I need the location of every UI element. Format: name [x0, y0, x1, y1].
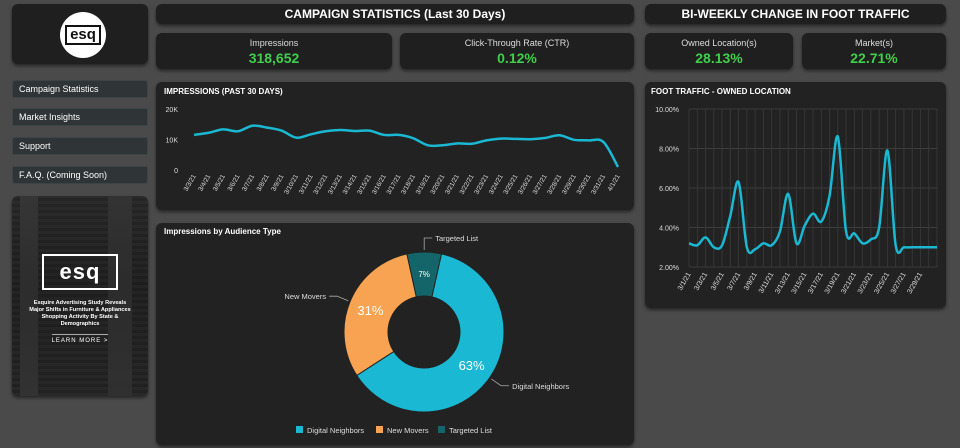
chart-title: IMPRESSIONS (PAST 30 DAYS) [164, 87, 283, 96]
x-tick-label: 3/8/21 [256, 173, 271, 192]
x-tick-label: 3/11/21 [758, 271, 776, 294]
x-tick-label: 3/27/21 [890, 271, 908, 295]
audience-donut-chart: 63% Digital Neighbors 31% New Movers 7% Targe… [284, 234, 569, 435]
promo-headline: Esquire Advertising Study Reveals Major … [29, 300, 131, 327]
promo-logo: esq [42, 254, 118, 290]
ctr-kpi: Click-Through Rate (CTR) 0.12% [400, 33, 634, 69]
kpi-label: Owned Location(s) [681, 38, 757, 48]
foot-traffic-series-line [688, 135, 937, 255]
kpi-label: Click-Through Rate (CTR) [464, 38, 570, 48]
x-tick-label: 3/31/21 [590, 173, 607, 196]
x-tick-label: 3/5/21 [212, 173, 227, 192]
esq-logo[interactable]: esq [60, 12, 106, 58]
x-tick-label: 3/5/21 [710, 271, 726, 291]
kpi-value: 22.71% [850, 50, 898, 66]
x-tick-label: 3/13/21 [774, 271, 792, 295]
campaign-statistics-header: CAMPAIGN STATISTICS (Last 30 Days) [156, 4, 634, 24]
x-tick-label: 3/21/21 [840, 271, 858, 295]
kpi-value: 28.13% [695, 50, 743, 66]
impressions-chart-panel: IMPRESSIONS (PAST 30 DAYS) 0 10K 20K 3/3/21… [156, 82, 634, 210]
x-tick-label: 3/9/21 [743, 271, 759, 291]
y-tick-label: 8.00% [659, 147, 679, 154]
foot-traffic-header: BI-WEEKLY CHANGE IN FOOT TRAFFIC [645, 4, 946, 24]
x-tick-label: 3/3/21 [693, 271, 709, 291]
x-tick-label: 4/1/21 [607, 173, 622, 192]
promo-divider [52, 334, 108, 335]
legend-swatch [296, 426, 303, 433]
logo-panel: esq [12, 4, 148, 64]
y-tick-label: 4.00% [659, 226, 679, 233]
nav-label: Market Insights [19, 112, 81, 122]
nav-campaign-statistics[interactable]: Campaign Statistics [12, 80, 148, 98]
x-tick-label: 3/23/21 [857, 271, 875, 295]
city-skyline-image [12, 196, 148, 396]
leader-line [491, 378, 510, 387]
x-tick-label: 3/3/21 [183, 173, 198, 192]
slice-category-label: Targeted List [435, 234, 479, 243]
kpi-value: 0.12% [497, 50, 537, 66]
y-tick-label: 6.00% [659, 186, 679, 193]
x-tick-label: 3/29/21 [906, 271, 924, 295]
leader-line [329, 295, 349, 302]
foot-traffic-line-chart: 2.00%4.00%6.00%8.00%10.00%3/1/21 3/3/21 3/… [655, 107, 938, 295]
kpi-label: Impressions [249, 38, 299, 48]
nav-market-insights[interactable]: Market Insights [12, 108, 148, 126]
x-tick-label: 3/6/21 [226, 173, 241, 192]
promo-logo-text: esq [59, 259, 101, 284]
nav-label: F.A.Q. (Coming Soon) [19, 170, 108, 180]
kpi-value: 318,652 [248, 50, 300, 66]
owned-location-kpi: Owned Location(s) 28.13% [645, 33, 793, 69]
legend-swatch [376, 426, 383, 433]
legend-label: Digital Neighbors [307, 426, 364, 435]
y-tick-label: 10K [166, 138, 179, 145]
audience-chart-panel: Impressions by Audience Type 63% Digital … [156, 223, 634, 445]
slice-value-label: 31% [357, 303, 383, 318]
donut-slice [343, 253, 417, 377]
impressions-line-chart: 0 10K 20K 3/3/21 3/4/21 3/5/21 3/6/21 3/7/21 3/8… [166, 107, 622, 196]
logo-text: esq [65, 25, 101, 45]
nav-label: Support [19, 141, 51, 151]
legend-label: New Movers [387, 426, 429, 435]
x-tick-label: 3/4/21 [197, 173, 212, 192]
learn-more-link[interactable]: LEARN MORE > [51, 338, 109, 344]
markets-kpi: Market(s) 22.71% [802, 33, 946, 69]
chart-title: Impressions by Audience Type [164, 227, 281, 236]
impressions-series-line [193, 124, 620, 168]
slice-category-label: New Movers [284, 292, 326, 301]
nav-support[interactable]: Support [12, 137, 148, 155]
donut-slice [356, 253, 505, 413]
y-tick-label: 20K [166, 107, 179, 114]
slice-value-label: 7% [418, 270, 430, 279]
x-tick-label: 3/19/21 [824, 271, 842, 295]
slice-category-label: Digital Neighbors [512, 382, 569, 391]
x-tick-label: 3/1/21 [677, 271, 693, 291]
y-tick-label: 0 [174, 168, 178, 175]
x-tick-label: 3/25/21 [873, 271, 891, 295]
kpi-label: Market(s) [855, 38, 893, 48]
impressions-kpi: Impressions 318,652 [156, 33, 392, 69]
x-tick-label: 3/9/21 [270, 173, 285, 192]
legend-swatch [438, 426, 445, 433]
donut-slice [406, 251, 443, 298]
slice-value-label: 63% [459, 358, 485, 373]
x-tick-label: 3/7/21 [727, 271, 743, 291]
nav-label: Campaign Statistics [19, 84, 99, 94]
y-tick-label: 2.00% [659, 265, 679, 272]
chart-title: FOOT TRAFFIC - OWNED LOCATION [651, 87, 791, 96]
leader-line [423, 237, 433, 251]
y-tick-label: 10.00% [655, 107, 679, 114]
nav-faq[interactable]: F.A.Q. (Coming Soon) [12, 166, 148, 184]
foot-traffic-chart-panel: FOOT TRAFFIC - OWNED LOCATION 2.00% 4.00%… [645, 82, 946, 308]
x-tick-label: 3/7/21 [241, 173, 256, 192]
promo-banner[interactable]: esq Esquire Advertising Study Reveals Ma… [12, 196, 148, 396]
x-tick-label: 3/17/21 [807, 271, 825, 295]
x-tick-label: 3/15/21 [791, 271, 809, 295]
legend-label: Targeted List [449, 426, 493, 435]
